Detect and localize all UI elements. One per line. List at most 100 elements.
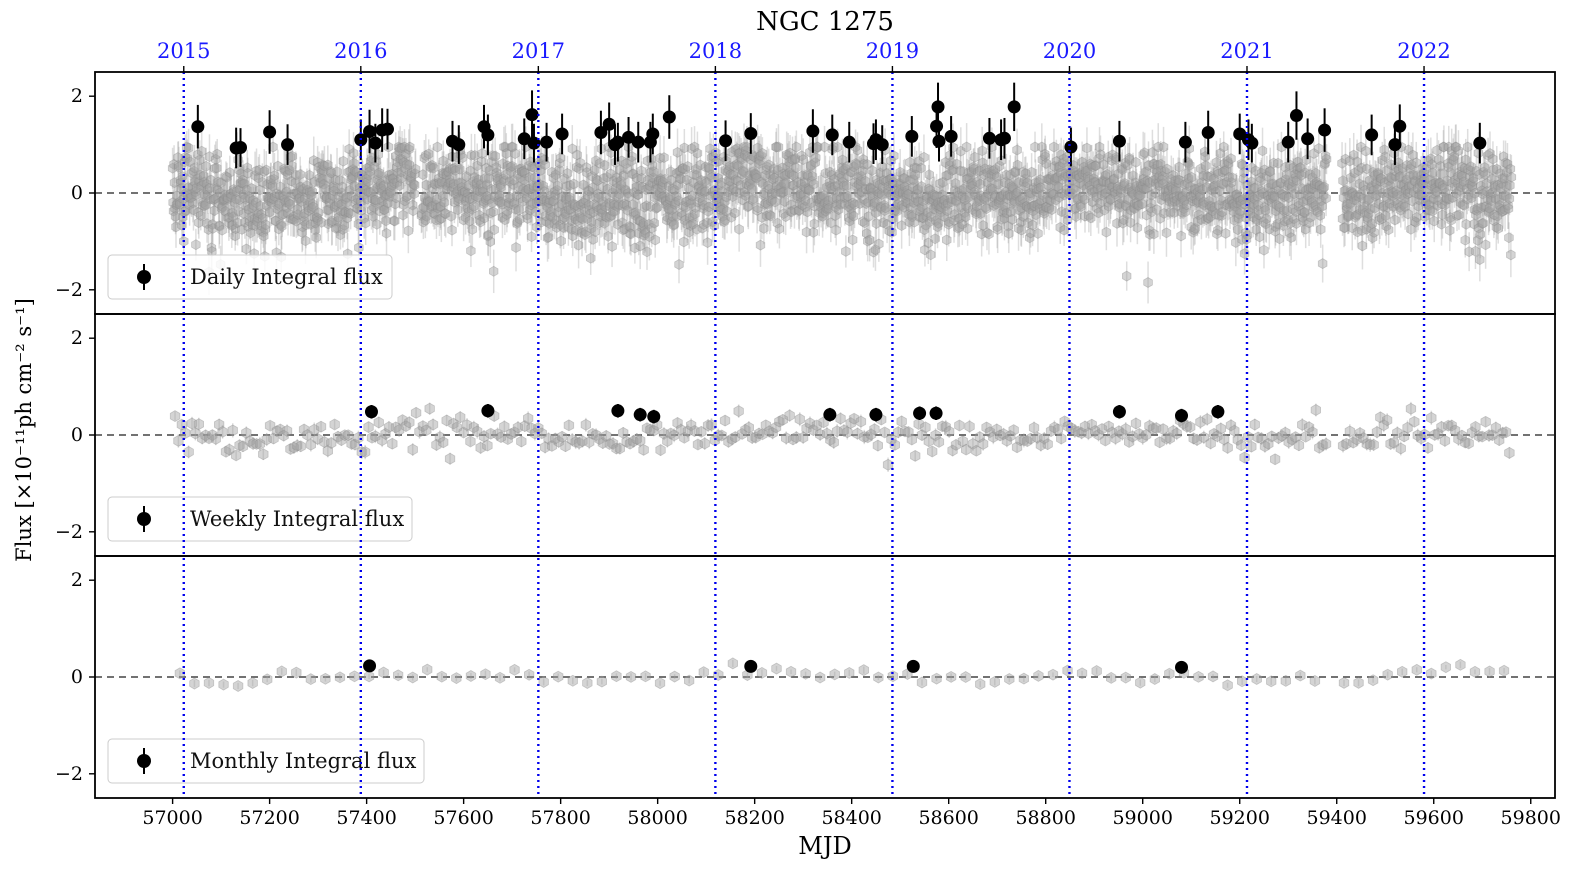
background-point	[407, 181, 418, 193]
background-point	[462, 202, 473, 214]
background-point	[889, 150, 899, 162]
background-point	[550, 189, 560, 201]
background-point	[190, 176, 200, 188]
background-point	[194, 217, 204, 229]
background-point	[237, 174, 248, 186]
background-point	[380, 191, 391, 202]
background-point	[1383, 224, 1394, 236]
background-point	[471, 183, 482, 195]
background-point	[597, 203, 607, 215]
background-point	[639, 201, 650, 213]
background-point	[449, 178, 459, 190]
background-point	[1274, 233, 1285, 245]
background-point	[356, 196, 366, 207]
background-point	[326, 167, 336, 179]
background-point	[508, 179, 518, 190]
background-point	[682, 174, 692, 186]
background-point	[555, 219, 565, 231]
background-point	[480, 191, 491, 203]
background-point	[349, 180, 360, 192]
background-point	[205, 193, 216, 205]
background-point	[1047, 204, 1057, 216]
background-point	[255, 184, 265, 196]
background-point	[663, 202, 674, 214]
background-point	[391, 192, 401, 204]
background-point	[774, 223, 785, 235]
background-point	[390, 150, 401, 162]
background-point	[643, 174, 653, 186]
background-point	[331, 222, 341, 234]
background-point	[496, 196, 507, 208]
background-point	[638, 217, 649, 229]
background-point	[354, 170, 365, 182]
background-point	[453, 204, 463, 216]
background-point	[491, 167, 502, 179]
background-point	[333, 211, 344, 223]
background-point	[393, 167, 403, 179]
background-point	[246, 211, 256, 223]
background-point	[852, 144, 863, 156]
background-point	[867, 165, 877, 176]
background-point	[198, 197, 208, 209]
background-point	[641, 200, 652, 212]
background-point	[319, 178, 329, 190]
background-point	[670, 198, 680, 210]
background-point	[235, 183, 245, 195]
background-point	[681, 196, 691, 208]
background-point	[620, 185, 631, 197]
background-point	[626, 228, 636, 240]
background-point	[547, 211, 558, 223]
background-point	[556, 235, 566, 247]
background-point	[425, 161, 435, 172]
background-point	[420, 192, 430, 204]
background-point	[402, 190, 413, 202]
background-point	[432, 141, 443, 153]
background-point	[559, 173, 570, 185]
background-point	[250, 170, 260, 181]
background-point	[664, 180, 674, 192]
background-point	[422, 195, 433, 207]
background-point	[614, 199, 624, 211]
background-point	[647, 222, 657, 234]
background-point	[565, 191, 575, 203]
background-point	[269, 170, 280, 182]
background-point	[486, 207, 496, 219]
background-point	[259, 230, 269, 242]
background-point	[586, 223, 596, 234]
background-point	[625, 227, 635, 239]
background-point	[206, 174, 216, 186]
background-point	[437, 167, 448, 179]
background-point	[536, 164, 546, 176]
background-point	[275, 219, 286, 230]
background-point	[284, 195, 294, 207]
background-point	[518, 183, 528, 195]
background-point	[598, 181, 608, 193]
background-point	[626, 155, 637, 167]
background-point	[588, 233, 598, 245]
background-point	[429, 208, 439, 219]
background-point	[223, 192, 233, 204]
background-point	[366, 204, 377, 216]
background-point	[369, 201, 379, 213]
background-point	[671, 190, 681, 202]
background-point	[298, 183, 308, 195]
background-point	[420, 214, 431, 226]
background-point	[516, 163, 527, 175]
background-point	[188, 204, 199, 216]
background-point	[306, 219, 316, 230]
background-point	[468, 193, 478, 205]
background-point	[658, 176, 668, 188]
background-point	[585, 204, 595, 216]
background-point	[189, 162, 200, 174]
background-point	[222, 171, 232, 183]
background-point	[615, 164, 625, 176]
background-point	[339, 219, 350, 231]
background-point	[319, 160, 330, 172]
background-point	[600, 159, 610, 171]
background-point	[200, 189, 210, 201]
background-point	[1226, 153, 1236, 165]
background-point	[339, 208, 349, 220]
background-point	[300, 193, 310, 205]
background-point	[478, 186, 488, 197]
background-point	[388, 173, 399, 185]
